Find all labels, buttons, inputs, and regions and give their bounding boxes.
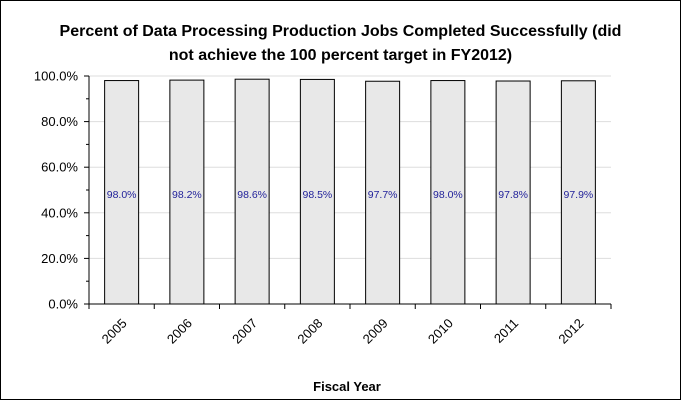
y-tick-label: 100.0%: [34, 69, 79, 84]
bar: [299, 78, 335, 305]
data-label: 97.7%: [368, 189, 398, 201]
bar: [234, 78, 270, 305]
bar: [560, 80, 596, 305]
axes: [84, 75, 612, 309]
x-tick-label: 2005: [99, 316, 130, 347]
y-tick-label: 0.0%: [48, 297, 78, 312]
bars: [104, 78, 596, 305]
data-label: 97.9%: [563, 189, 593, 201]
chart-title: Percent of Data Processing Production Jo…: [0, 20, 681, 68]
y-tick-label: 80.0%: [41, 114, 78, 129]
data-label: 98.2%: [172, 189, 202, 201]
chart-title-line-1: Percent of Data Processing Production Jo…: [59, 23, 622, 40]
data-label: 97.8%: [498, 189, 528, 201]
x-tick-label: 2010: [425, 316, 456, 347]
x-tick-label: 2008: [294, 316, 325, 347]
labels: 0.0% 20.0% 40.0% 60.0% 80.0% 100.0% 98.0% 2005 9…: [34, 69, 593, 347]
x-tick-label: 2011: [491, 316, 521, 346]
y-tick-label: 20.0%: [41, 251, 78, 266]
chart-title-line-2: not achieve the 100 percent target in FY…: [168, 47, 513, 64]
bar: [430, 80, 466, 305]
x-tick-label: 2012: [555, 316, 586, 347]
data-label: 98.6%: [237, 189, 267, 201]
data-label: 98.5%: [302, 189, 332, 201]
x-axis-title: Fiscal Year: [313, 379, 381, 394]
x-tick-label: 2009: [360, 316, 391, 347]
data-label: 98.0%: [433, 189, 463, 201]
data-label: 98.0%: [107, 189, 137, 201]
x-tick-label: 2006: [164, 316, 195, 347]
y-tick-label: 40.0%: [41, 205, 78, 220]
bar: [495, 80, 531, 305]
bar: [104, 80, 140, 305]
bar: [169, 79, 205, 305]
bar: [365, 80, 401, 305]
gridlines: [89, 75, 611, 259]
x-tick-label: 2007: [229, 316, 260, 347]
y-tick-label: 60.0%: [41, 160, 78, 175]
